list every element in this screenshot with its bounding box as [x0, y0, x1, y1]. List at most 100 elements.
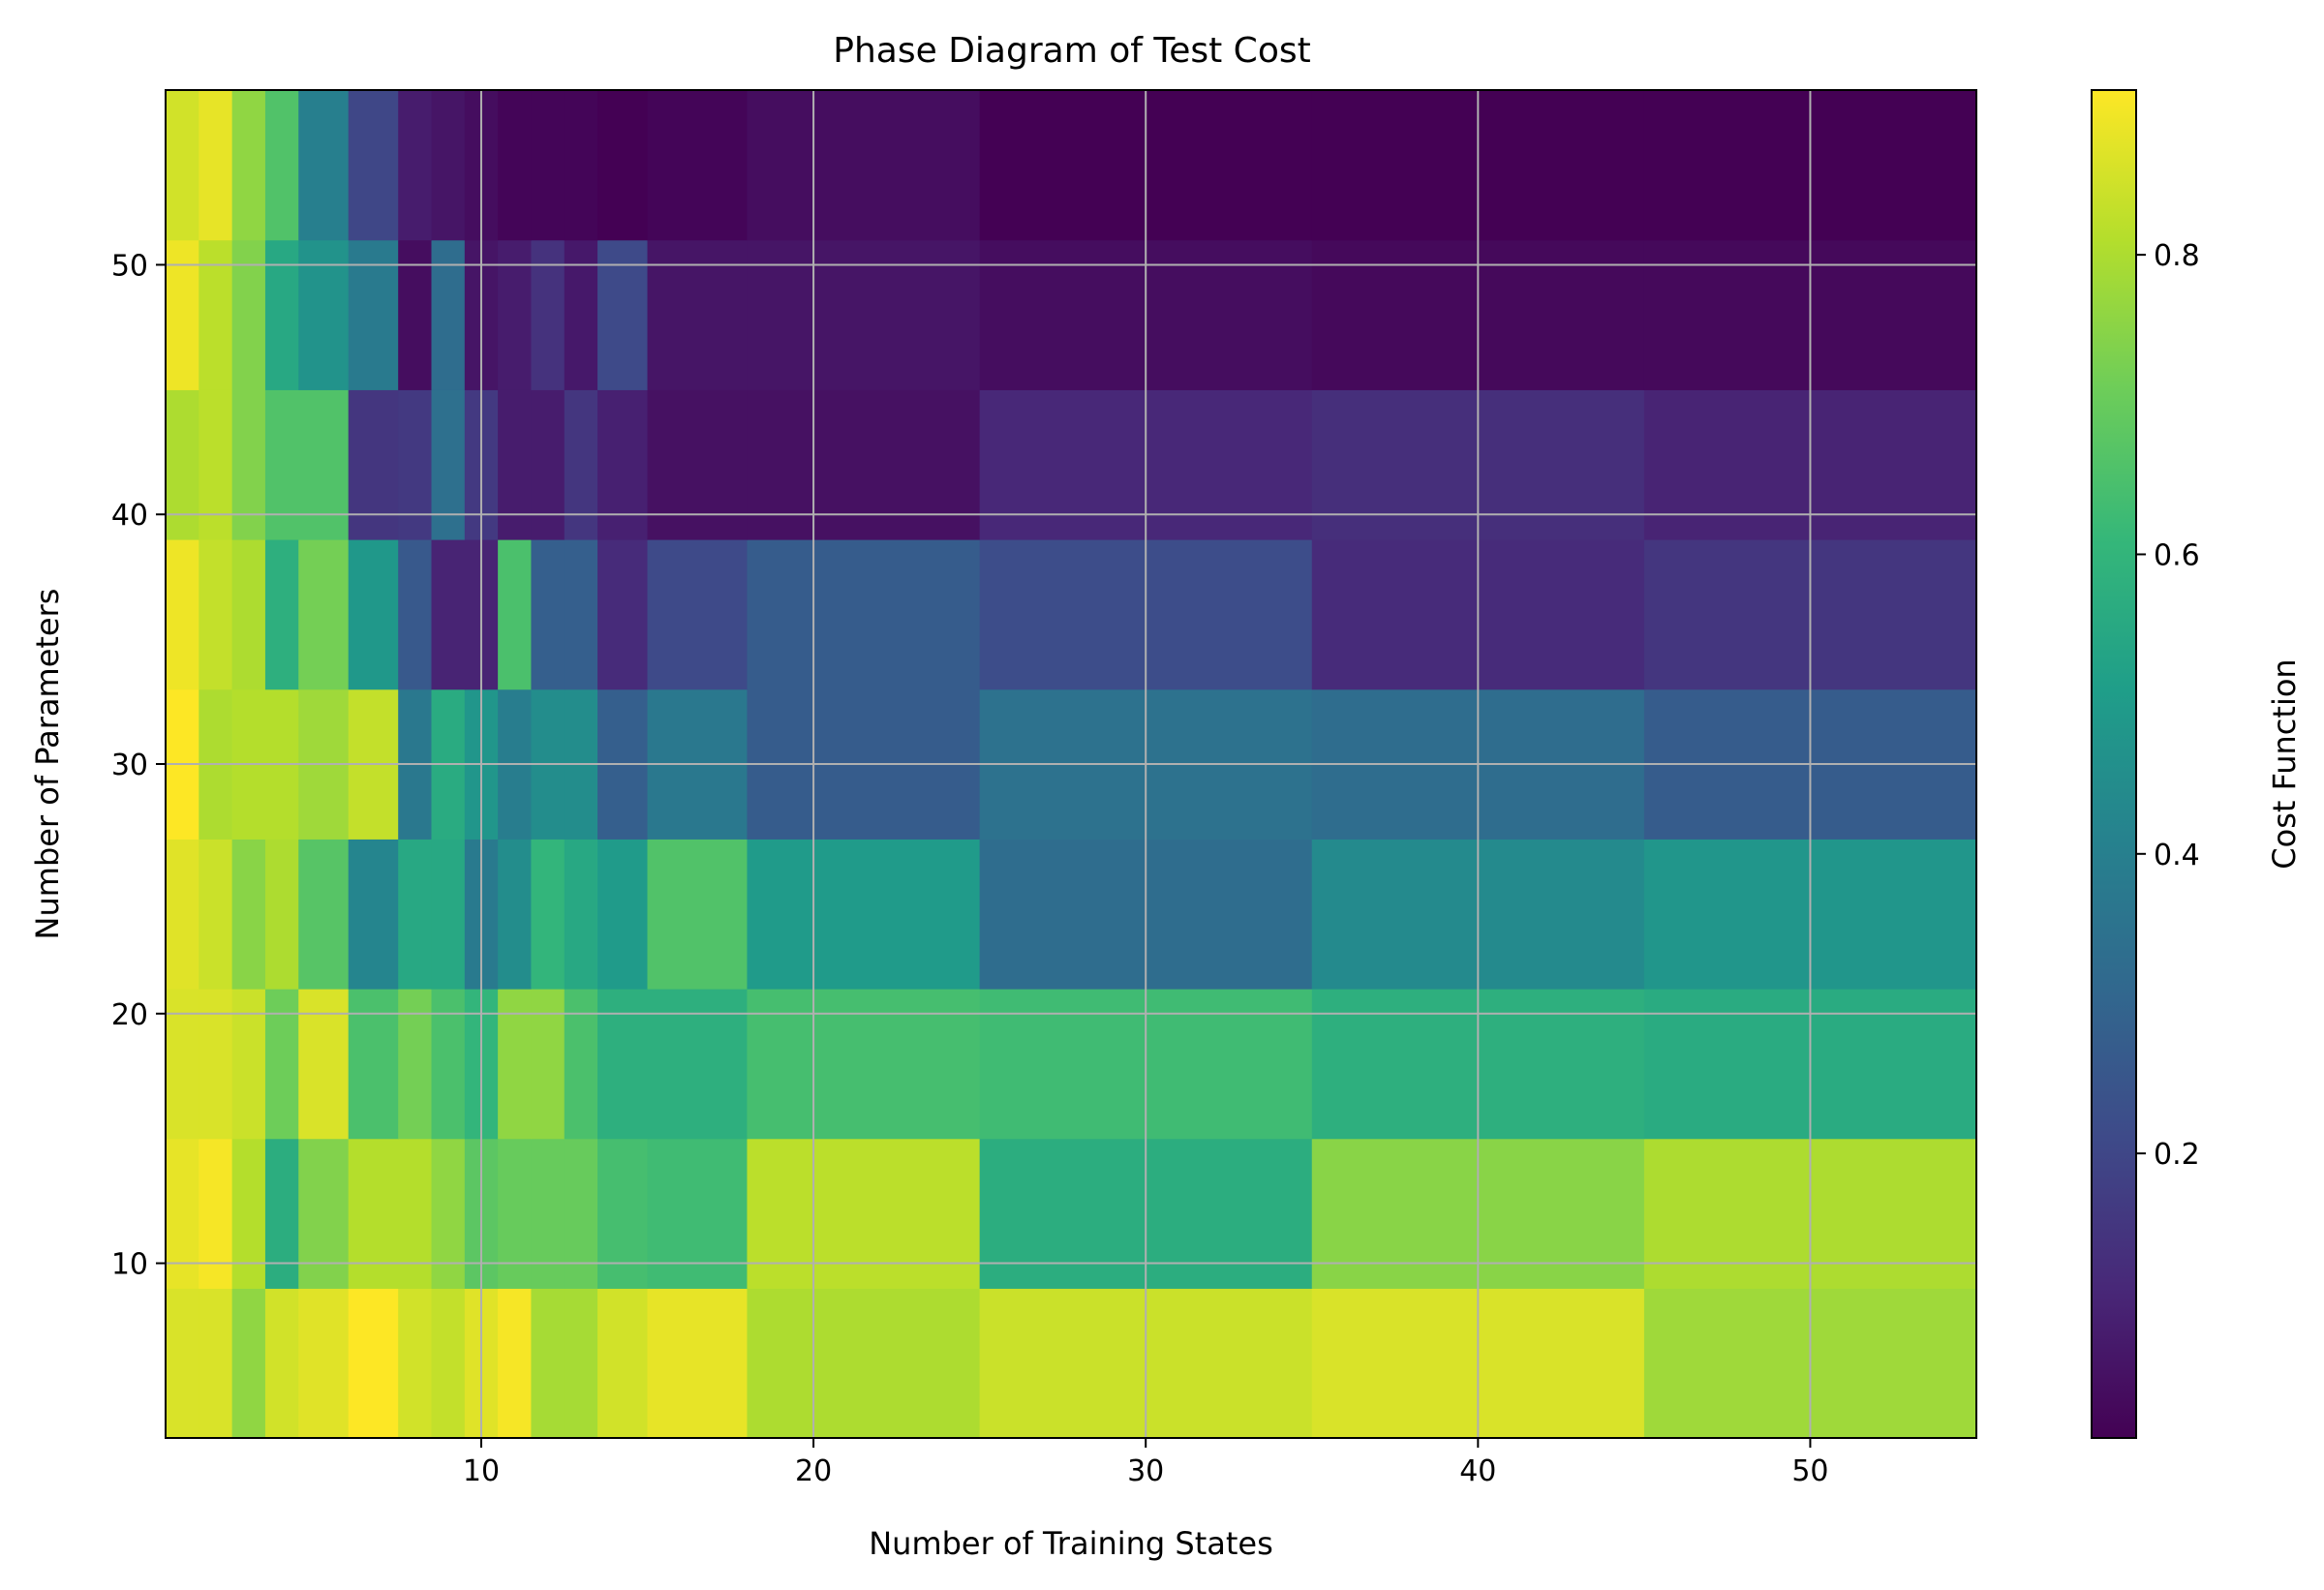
x-tick-label: 50 — [1791, 1454, 1828, 1488]
colorbar — [2092, 90, 2136, 1438]
y-tick-label: 30 — [111, 749, 148, 782]
heatmap-cell — [348, 989, 399, 1140]
heatmap-cell — [231, 989, 266, 1140]
colorbar-frame — [2091, 89, 2137, 1439]
heatmap-cell — [166, 1138, 199, 1289]
heatmap-cell — [564, 90, 598, 241]
heatmap-cell — [264, 90, 299, 241]
colorbar-label: Cost Function — [2266, 658, 2303, 869]
heatmap-cell — [348, 389, 399, 540]
heatmap-cell — [199, 90, 233, 241]
heatmap-cell — [298, 839, 350, 990]
heatmap-cell — [166, 389, 199, 540]
y-tick-label: 20 — [111, 998, 148, 1032]
heatmap-cell — [747, 1138, 981, 1289]
heatmap-cell — [647, 389, 749, 540]
heatmap-cell — [264, 1288, 299, 1439]
heatmap-cell — [298, 1288, 350, 1439]
heatmap-cell — [398, 239, 433, 390]
heatmap-cell — [564, 839, 598, 990]
heatmap-cell — [348, 90, 399, 241]
colorbar-tick-label: 0.6 — [2154, 538, 2200, 572]
heatmap-cell — [231, 90, 266, 241]
heatmap-cell — [498, 839, 533, 990]
heatmap-cell — [564, 1288, 598, 1439]
colorbar-tick-label: 0.2 — [2154, 1138, 2200, 1172]
heatmap-cell — [431, 1288, 466, 1439]
x-tick-label: 40 — [1459, 1454, 1496, 1488]
heatmap-cell — [199, 239, 233, 390]
heatmap-cell — [398, 839, 433, 990]
heatmap-cell — [531, 1138, 566, 1289]
y-axis-ticks: 10 20 30 40 50 — [111, 249, 166, 1282]
heatmap-cell — [531, 239, 566, 390]
heatmap-cell — [264, 239, 299, 390]
heatmap-cell — [747, 989, 981, 1140]
heatmap-cell — [431, 1138, 466, 1289]
heatmap-cell — [747, 389, 981, 540]
heatmap-cell — [431, 90, 466, 241]
heatmap-cell — [531, 989, 566, 1140]
heatmap-cell — [298, 1138, 350, 1289]
heatmap-cell — [298, 90, 350, 241]
heatmap-cell — [264, 539, 299, 690]
heatmap-cell — [597, 1288, 649, 1439]
heatmap-cell — [166, 1288, 199, 1439]
heatmap-cell — [398, 1288, 433, 1439]
heatmap-cell — [564, 1138, 598, 1289]
heatmap-cell — [199, 389, 233, 540]
y-tick-label: 10 — [111, 1248, 148, 1282]
heatmap-cell — [231, 1138, 266, 1289]
heatmap-cell — [431, 389, 466, 540]
heatmap-cell — [564, 389, 598, 540]
heatmap-cell — [199, 1288, 233, 1439]
heatmap-cell — [264, 1138, 299, 1289]
heatmap-cell — [597, 989, 649, 1140]
heatmap-cell — [597, 90, 649, 241]
heatmap-cell — [298, 239, 350, 390]
heatmap-cell — [398, 389, 433, 540]
heatmap-cell — [431, 989, 466, 1140]
heatmap-cell — [597, 839, 649, 990]
heatmap-cell — [398, 539, 433, 690]
x-tick-label: 20 — [795, 1454, 832, 1488]
heatmap-cell — [398, 1138, 433, 1289]
heatmap-cell — [231, 389, 266, 540]
heatmap-cell — [564, 239, 598, 390]
heatmap-cell — [298, 389, 350, 540]
heatmap-cell — [199, 839, 233, 990]
heatmap-cell — [597, 239, 649, 390]
heatmap-cell — [199, 1138, 233, 1289]
heatmap-cell — [166, 989, 199, 1140]
y-axis-label: Number of Parameters — [29, 589, 66, 940]
heatmap-cell — [564, 989, 598, 1140]
heatmap-cell — [166, 239, 199, 390]
heatmap-cell — [647, 90, 749, 241]
heatmap-cell — [166, 839, 199, 990]
x-axis-ticks: 10 20 30 40 50 — [463, 1438, 1829, 1488]
heatmap-cell — [747, 239, 981, 390]
colorbar-tick-label: 0.8 — [2154, 239, 2200, 273]
heatmap-cell — [166, 90, 199, 241]
y-tick-label: 40 — [111, 499, 148, 533]
y-tick-label: 50 — [111, 249, 148, 283]
heatmap-cell — [564, 539, 598, 690]
heatmap-cell — [531, 389, 566, 540]
chart-title: Phase Diagram of Test Cost — [833, 31, 1310, 71]
heatmap-cell — [264, 989, 299, 1140]
x-tick-label: 30 — [1127, 1454, 1164, 1488]
heatmap-cell — [348, 239, 399, 390]
heatmap-cell — [398, 989, 433, 1140]
x-axis-label: Number of Training States — [869, 1525, 1273, 1562]
heatmap-cell — [348, 1288, 399, 1439]
heatmap-cell — [647, 1288, 749, 1439]
heatmap-cell — [398, 90, 433, 241]
heatmap-cell — [647, 989, 749, 1140]
heatmap-cell — [231, 1288, 266, 1439]
heatmap-cell — [647, 839, 749, 990]
heatmap-cell — [597, 1138, 649, 1289]
heatmap-cell — [231, 539, 266, 690]
x-tick-label: 10 — [463, 1454, 500, 1488]
heatmap-cell — [431, 539, 466, 690]
